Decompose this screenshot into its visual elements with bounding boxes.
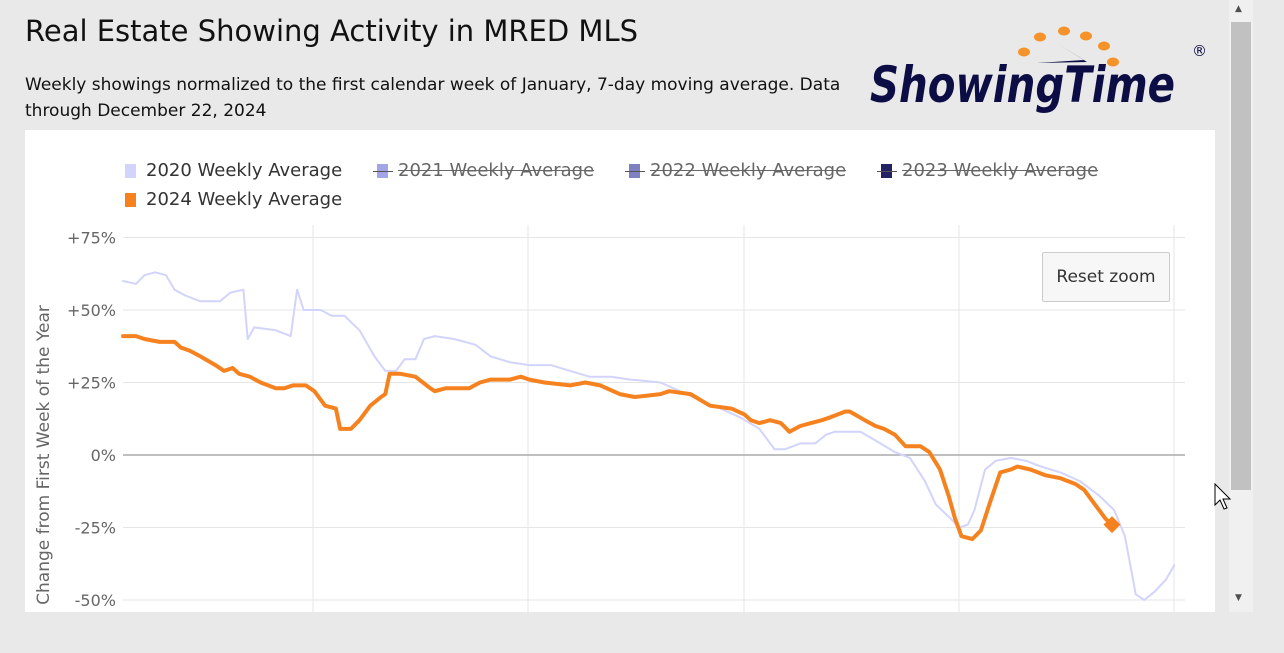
logo-clock-dots-icon [1018,26,1119,67]
scroll-down-arrow-icon[interactable]: ▼ [1235,593,1242,603]
series-line-2024[interactable] [121,334,1114,542]
page-subtitle: Weekly showings normalized to the first … [25,75,841,121]
logo-clock-hand-icon [1037,44,1087,63]
legend-item-2022[interactable]: 2022 Weekly Average [625,160,846,181]
y-tick-label: +25% [67,374,116,393]
scroll-up-arrow-icon[interactable]: ▲ [1235,4,1242,14]
chart-panel: 2020 Weekly Average 2021 Weekly Average … [25,130,1215,612]
y-tick-label: +75% [67,229,116,248]
y-tick-label: -25% [75,519,116,538]
legend-swatch-2024 [125,192,136,207]
legend-item-2021[interactable]: 2021 Weekly Average [373,160,594,181]
page-title: Real Estate Showing Activity in MRED MLS [25,14,639,48]
mouse-pointer-icon [1214,483,1232,510]
reset-zoom-button[interactable]: Reset zoom [1042,252,1170,302]
showingtime-logo: ShowingTime ® [870,26,1207,114]
legend-swatch-2020 [125,163,136,178]
series-line-2020[interactable] [122,271,1176,601]
legend-item-2024[interactable]: 2024 Weekly Average [125,189,342,210]
y-tick-label: 0% [91,446,116,465]
window-edge [1253,0,1284,653]
legend-item-2023[interactable]: 2023 Weekly Average [877,160,1098,181]
logo-registered-mark: ® [1192,42,1207,60]
y-tick-label: -50% [75,591,116,610]
legend-item-2020[interactable]: 2020 Weekly Average [125,160,342,181]
svg-text:ShowingTime: ShowingTime [870,56,1175,114]
line-chart[interactable]: Change from First Week of the Year +75% +… [25,130,1215,612]
scrollbar-thumb[interactable] [1231,22,1251,490]
y-axis-title: Change from First Week of the Year [34,305,54,605]
y-tick-label: +50% [67,301,116,320]
vertical-scrollbar[interactable]: ▲ ▼ [1229,0,1253,612]
